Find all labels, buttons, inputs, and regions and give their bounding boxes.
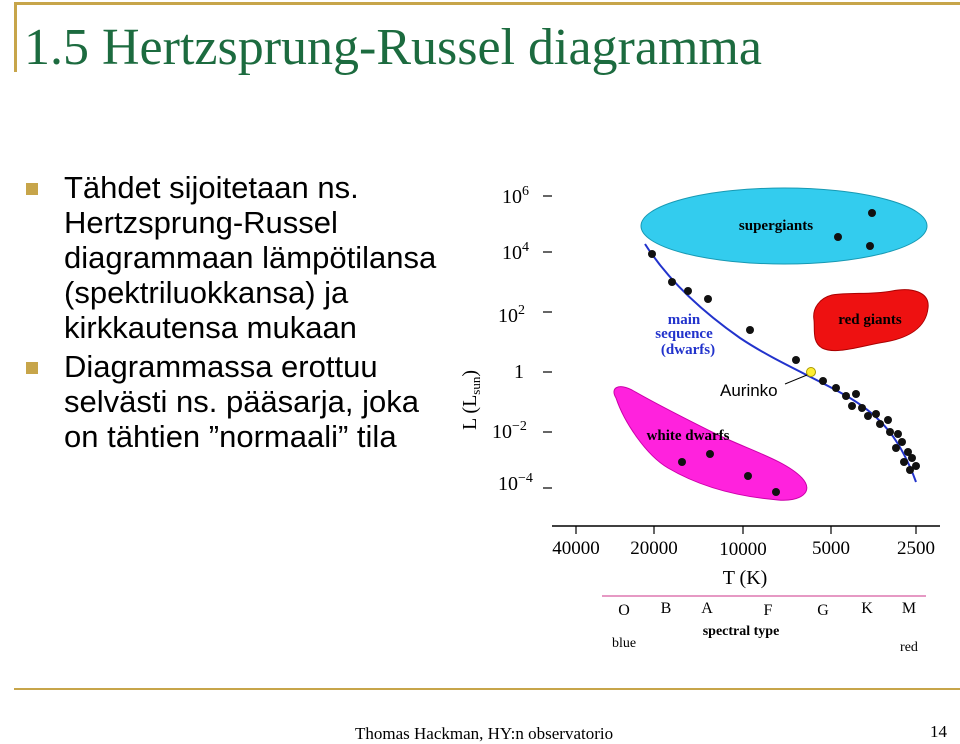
white-dwarfs-label: white dwarfs: [647, 428, 730, 444]
star-point: [706, 450, 714, 458]
x-tick-label: 40000: [552, 538, 600, 559]
star-points: [648, 209, 920, 496]
star-point: [912, 462, 920, 470]
star-point: [792, 356, 800, 364]
star-point: [772, 488, 780, 496]
x-tick-label: 20000: [630, 538, 678, 559]
bullet-square-icon: [26, 183, 38, 195]
star-point: [684, 287, 692, 295]
blue-label: blue: [612, 636, 636, 651]
bullet-square-icon: [26, 362, 38, 374]
white-dwarfs-region: [613, 386, 808, 501]
svg-text:L (Lsun): L (Lsun): [459, 370, 483, 430]
star-point: [832, 384, 840, 392]
svg-text:sequence: sequence: [655, 326, 713, 342]
star-point: [852, 390, 860, 398]
star-point: [648, 250, 656, 258]
x-tick-labels: 40000 20000 10000 5000 2500: [552, 538, 935, 560]
title-rule-left: [14, 2, 17, 72]
star-point: [884, 416, 892, 424]
star-point: [848, 402, 856, 410]
main-sequence-label: main sequence (dwarfs): [655, 312, 715, 358]
spectral-type-labels: O B A F G K M: [618, 600, 916, 619]
y-tick-label: 10−2: [492, 419, 527, 443]
slide-title: 1.5 Hertzsprung-Russel diagramma: [24, 19, 762, 76]
star-point: [898, 438, 906, 446]
star-point: [886, 428, 894, 436]
y-tick-label: 106: [502, 184, 529, 208]
svg-text:(dwarfs): (dwarfs): [661, 342, 715, 358]
star-point: [744, 472, 752, 480]
star-point: [866, 242, 874, 250]
y-tick-label: 1: [514, 361, 524, 383]
y-axis-label: L (Lsun): [459, 370, 483, 430]
supergiants-region: [640, 187, 928, 265]
bullet-text: Diagrammassa erottuu selvästi ns. pääsar…: [64, 349, 419, 454]
bullet-list: Tähdet sijoitetaan ns. Hertzsprung-Russe…: [22, 170, 452, 458]
x-tick-marks: [575, 526, 917, 534]
star-point: [858, 404, 866, 412]
red-label: red: [900, 640, 918, 655]
star-point: [864, 412, 872, 420]
star-point: [892, 444, 900, 452]
bullet-item: Diagrammassa erottuu selvästi ns. pääsar…: [22, 349, 452, 454]
star-point: [876, 420, 884, 428]
sun-pointer-line: [784, 374, 808, 385]
spectral-type-label: F: [764, 602, 773, 619]
star-point: [746, 326, 754, 334]
footer-rule: [14, 688, 960, 690]
star-point: [904, 448, 912, 456]
star-point: [704, 295, 712, 303]
spectral-type-label: B: [661, 600, 672, 617]
x-tick-label: 10000: [719, 539, 767, 560]
bullet-text: Tähdet sijoitetaan ns. Hertzsprung-Russe…: [64, 170, 437, 345]
red-giants-label: red giants: [838, 312, 902, 328]
spectral-type-label: M: [902, 600, 916, 617]
star-point: [908, 454, 916, 462]
hr-diagram: L (Lsun) 106 104 102 1 10−2 10−4 40000 2…: [459, 184, 940, 655]
star-point: [668, 278, 676, 286]
supergiants-label: supergiants: [739, 218, 813, 234]
x-tick-label: 5000: [812, 538, 850, 559]
y-tick-marks: [543, 195, 552, 489]
spectral-type-label: G: [817, 602, 829, 619]
star-point: [819, 377, 827, 385]
star-point: [906, 466, 914, 474]
footer-text: Thomas Hackman, HY:n observatorio: [355, 724, 614, 743]
star-point: [900, 458, 908, 466]
star-point: [842, 392, 850, 400]
sun-marker: [806, 367, 816, 377]
x-tick-label: 2500: [897, 538, 935, 559]
spectral-type-label: A: [701, 600, 713, 617]
page-number: 14: [930, 722, 947, 741]
red-giants-region: [813, 289, 929, 352]
y-tick-label: 102: [498, 303, 525, 327]
star-point: [834, 233, 842, 241]
y-tick-labels: 106 104 102 1 10−2 10−4: [492, 184, 533, 495]
spectral-type-label: O: [618, 602, 630, 619]
star-point: [678, 458, 686, 466]
x-axis-label: T (K): [723, 567, 768, 589]
star-point: [894, 430, 902, 438]
y-tick-label: 10−4: [498, 471, 533, 495]
bullet-item: Tähdet sijoitetaan ns. Hertzsprung-Russe…: [22, 170, 452, 345]
svg-text:main: main: [668, 312, 701, 328]
sun-label: Aurinko: [720, 381, 778, 400]
star-point: [868, 209, 876, 217]
spectral-type-caption: spectral type: [703, 624, 780, 639]
star-point: [872, 410, 880, 418]
y-tick-label: 104: [502, 240, 529, 264]
title-rule-top: [14, 2, 960, 5]
spectral-type-label: K: [861, 600, 873, 617]
